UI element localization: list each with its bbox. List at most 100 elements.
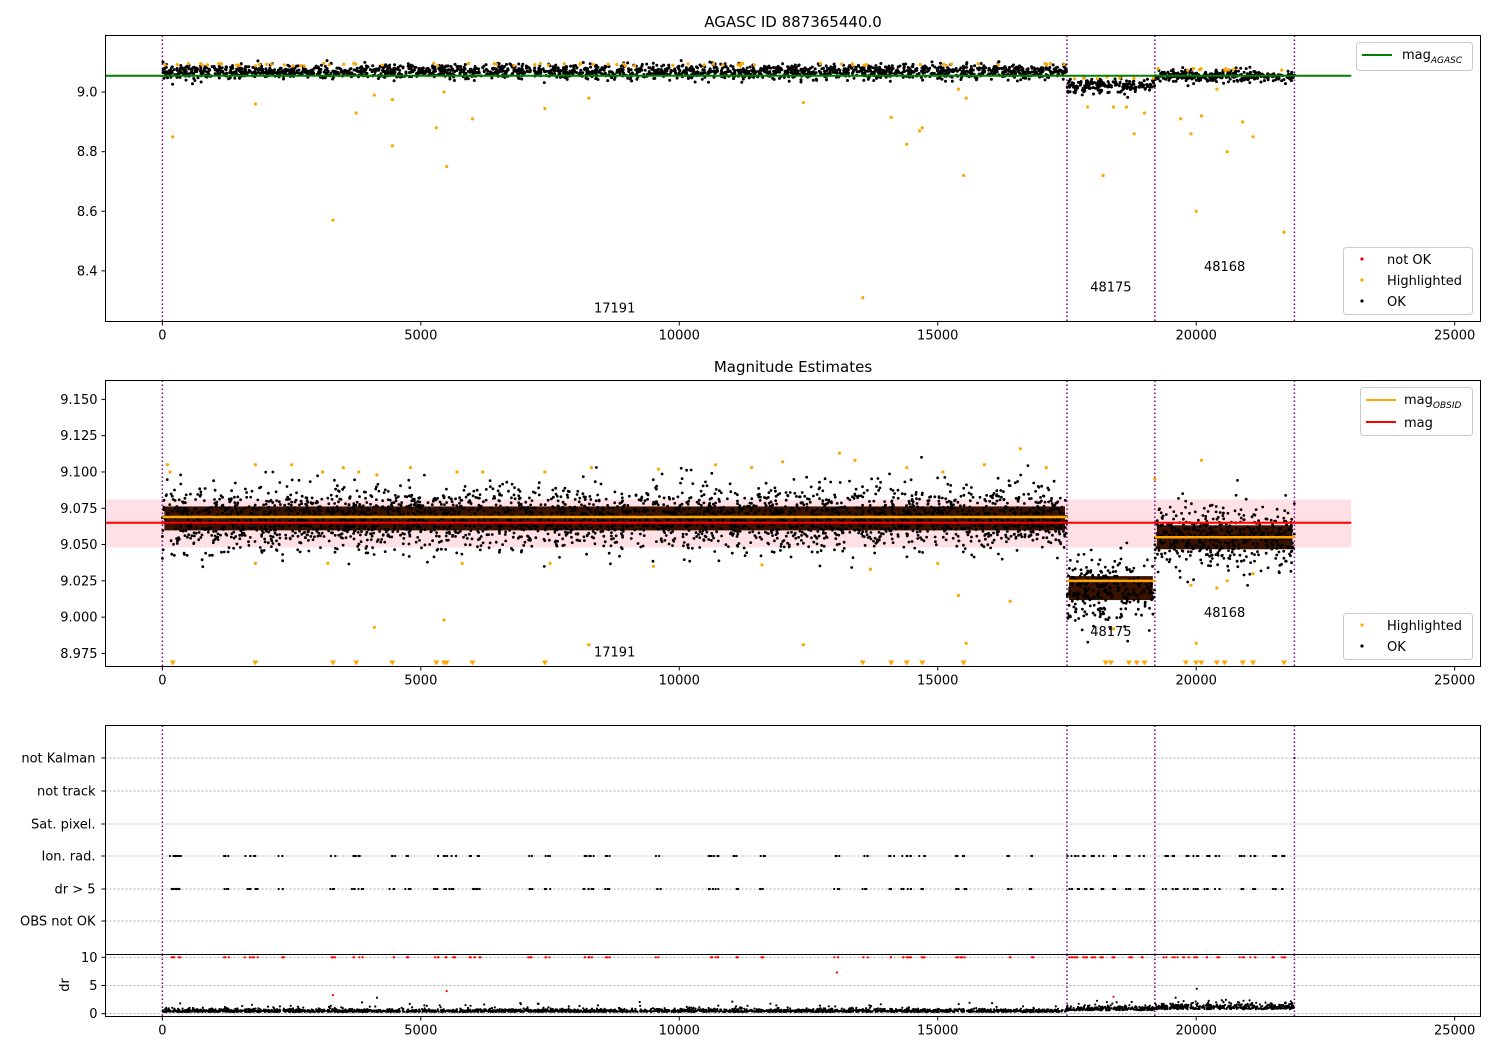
out-of-range-marker: [353, 660, 360, 666]
x-tick-label: 10000: [659, 674, 700, 689]
out-of-range-marker: [1281, 660, 1288, 666]
y-tick-label: 8.6: [77, 205, 98, 220]
y-tick-label: 9.100: [60, 465, 97, 480]
y-tick-label: 9.0: [77, 86, 98, 101]
out-of-range-marker: [1239, 660, 1246, 666]
out-of-range-marker: [1125, 660, 1132, 666]
flag-row-label: not track: [37, 785, 96, 800]
x-tick-label: 10000: [659, 329, 700, 344]
obs-label: 48168: [1204, 260, 1245, 275]
out-of-range-marker: [960, 660, 967, 666]
highlighted-points: [165, 447, 1255, 647]
magnitude-legend-flags: Highlighted OK: [1343, 613, 1473, 660]
out-of-range-marker: [1213, 660, 1220, 666]
out-of-range-marker: [1193, 660, 1200, 666]
out-of-range-marker: [1102, 660, 1109, 666]
y-tick-label: 8.975: [60, 647, 97, 662]
y-tick-label: 9.125: [60, 429, 97, 444]
out-of-range-marker: [919, 660, 926, 666]
dr-data: [105, 954, 1481, 1017]
x-tick-label: 5000: [404, 1024, 437, 1039]
magnitude-x-ticks: 0 5000 10000 15000 20000 25000: [158, 666, 1475, 689]
x-tick-label: 0: [158, 329, 166, 344]
agasc-panel: AGASC ID 887365440.0 0 5000 10000 15000 2000…: [77, 13, 1481, 344]
flags-row-labels: not Kalman not track Sat. pixel. Ion. rad. d…: [20, 752, 106, 930]
flags-data: [105, 725, 1481, 955]
out-of-range-marker: [433, 660, 440, 666]
x-tick-label: 0: [158, 1024, 166, 1039]
highlighted-points: [163, 61, 1286, 300]
ok-points: [161, 59, 1296, 99]
out-of-range-marker: [1133, 660, 1140, 666]
out-of-range-marker: [1221, 660, 1228, 666]
y-tick-label: 9.025: [60, 574, 97, 589]
dr-y-label: dr: [58, 978, 73, 992]
agasc-obs-labels: 17191 48175 48168: [594, 260, 1245, 317]
agasc-legend-mag: magAGASC: [1356, 42, 1473, 71]
x-tick-label: 20000: [1176, 674, 1217, 689]
out-of-range-marker: [1198, 660, 1205, 666]
magnitude-y-ticks: 8.975 9.000 9.025 9.050 9.075 9.100 9.125 9.150: [60, 393, 106, 662]
x-tick-label: 5000: [404, 674, 437, 689]
out-of-range-marker: [1182, 660, 1189, 666]
obs-label: 17191: [594, 645, 635, 660]
out-of-range-marker: [888, 660, 895, 666]
legend-ok-marker: [1360, 299, 1364, 303]
magnitude-obs-labels: 17191 48175 48168: [594, 606, 1245, 660]
flags-axes-frame: [105, 725, 1481, 955]
agasc-title: AGASC ID 887365440.0: [704, 13, 882, 31]
x-tick-label: 15000: [917, 1024, 958, 1039]
out-of-range-marker: [1141, 660, 1148, 666]
flag-row-label: dr > 5: [54, 883, 95, 898]
y-tick-label: 10: [81, 951, 98, 966]
out-of-range-marker: [903, 660, 910, 666]
obs-label: 48175: [1090, 625, 1131, 640]
agasc-data: [105, 35, 1352, 322]
x-tick-label: 25000: [1434, 329, 1475, 344]
out-of-range-marker: [1250, 660, 1257, 666]
dr-high-points: [170, 956, 1287, 998]
x-tick-label: 20000: [1176, 329, 1217, 344]
magnitude-axes-frame: [105, 380, 1481, 667]
dr-ok-points: [161, 987, 1295, 1014]
agasc-x-ticks: 0 5000 10000 15000 20000 25000: [158, 321, 1475, 344]
y-tick-label: 9.050: [60, 538, 97, 553]
legend-highlighted-marker: [1360, 278, 1364, 282]
legend-not-ok-label: not OK: [1387, 253, 1432, 268]
agasc-y-ticks: 8.4 8.6 8.8 9.0: [77, 86, 106, 279]
ok-points: [161, 455, 1296, 644]
out-of-range-marker: [859, 660, 866, 666]
dr-x-ticks: 0 5000 10000 15000 20000 25000: [158, 1016, 1475, 1039]
obs-label: 48168: [1204, 606, 1245, 621]
y-tick-label: 5: [89, 979, 97, 994]
out-of-range-marker: [389, 660, 396, 666]
legend-ok-label: OK: [1387, 640, 1406, 655]
y-tick-label: 8.4: [77, 264, 98, 279]
obs-label: 17191: [594, 302, 635, 317]
magnitude-title: Magnitude Estimates: [714, 358, 872, 376]
out-of-range-marker: [169, 660, 176, 666]
agasc-legend-flags: not OK Highlighted OK: [1343, 247, 1473, 315]
flag-row-label: Sat. pixel.: [31, 818, 95, 833]
out-of-range-marker: [541, 660, 548, 666]
y-tick-label: 9.000: [60, 611, 97, 626]
flag-row-label: not Kalman: [21, 752, 95, 767]
magnitude-legend-lines: magOBSID mag: [1360, 387, 1473, 436]
legend-highlighted-label: Highlighted: [1387, 274, 1462, 289]
magnitude-data: [105, 380, 1352, 667]
flags-panel: not Kalman not track Sat. pixel. Ion. rad. d…: [20, 725, 1481, 955]
magnitude-panel: Magnitude Estimates 0 5000 10000 15000 20000…: [60, 358, 1481, 689]
legend-ok-label: OK: [1387, 295, 1406, 310]
x-tick-label: 15000: [917, 674, 958, 689]
legend-ok-marker: [1360, 644, 1364, 648]
legend-mag-label: mag: [1404, 416, 1433, 431]
x-tick-label: 0: [158, 674, 166, 689]
y-tick-label: 9.150: [60, 393, 97, 408]
dr-y-ticks: 0 5 10: [81, 951, 106, 1022]
x-tick-label: 25000: [1434, 674, 1475, 689]
out-of-range-marker: [1107, 660, 1114, 666]
y-tick-label: 0: [89, 1007, 97, 1022]
x-tick-label: 5000: [404, 329, 437, 344]
x-tick-label: 20000: [1176, 1024, 1217, 1039]
